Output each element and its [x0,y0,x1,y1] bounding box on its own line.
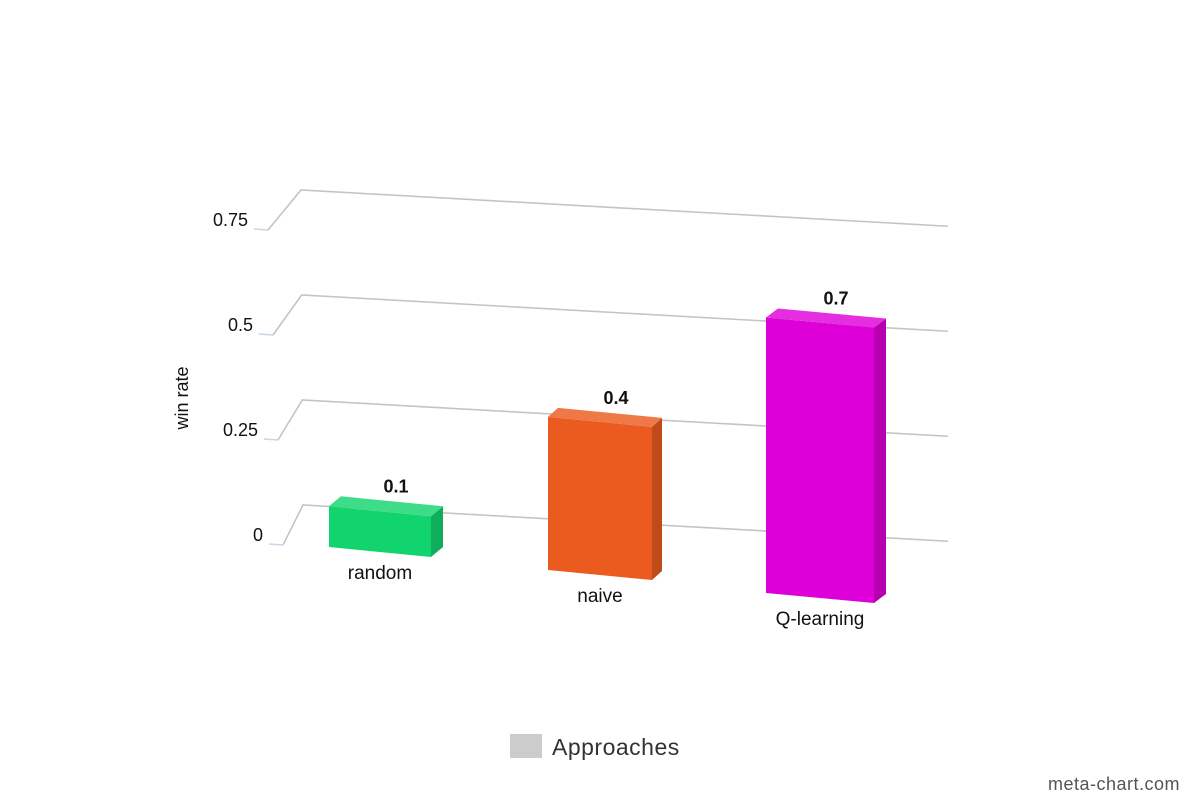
y-tick-label: 0.25 [223,420,258,440]
bar-top-face [548,407,662,427]
bar-top-face [766,308,886,328]
bar-random[interactable] [329,496,443,557]
legend[interactable]: Approaches [510,734,680,760]
y-tick-label: 0.5 [228,315,253,335]
data-label: 0.4 [603,388,628,408]
gridline [282,504,949,546]
y-tick-label: 0 [253,525,263,545]
bar-front-face [329,506,431,557]
y-tick-mark [263,438,279,441]
watermark: meta-chart.com [1048,774,1180,794]
x-tick-label: Q-learning [776,609,865,630]
legend-label: Approaches [552,734,680,760]
bar-side-face [874,318,886,603]
bar-top-face [329,496,443,517]
y-axis-title: win rate [172,366,192,430]
y-tick-mark [258,333,274,336]
gridline [272,294,949,336]
bar-Q-learning[interactable] [766,308,886,603]
bars-layer [329,308,886,603]
bar-naive[interactable] [548,407,662,580]
gridline [277,399,949,441]
bar-side-face [431,506,443,557]
data-label: 0.7 [823,288,848,308]
y-axis: 0 0.25 0.5 0.75 [213,210,284,546]
bar-front-face [548,416,652,580]
y-tick-mark [253,228,269,231]
bar-front-face [766,317,874,603]
y-tick-mark [268,543,284,546]
bar-side-face [652,417,662,580]
grid-layer [267,189,949,546]
x-tick-label: random [348,563,412,584]
legend-swatch [510,734,542,758]
y-tick-label: 0.75 [213,210,248,230]
gridline [267,189,949,231]
data-label: 0.1 [383,476,408,496]
x-tick-label: naive [577,586,622,607]
labels-layer: 0.1 random 0.4 naive 0.7 Q-learning [348,288,865,630]
